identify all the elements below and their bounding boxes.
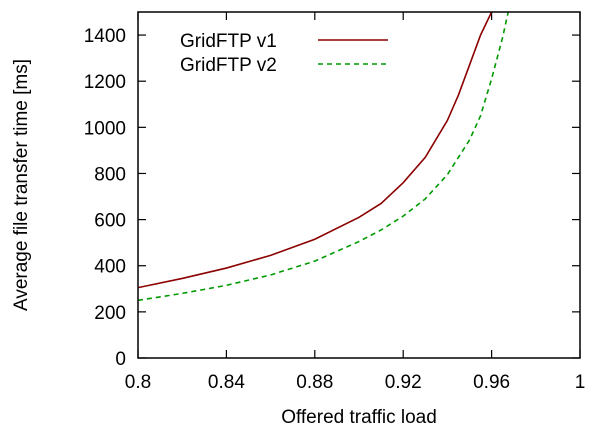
- x-tick-label: 0.88: [296, 372, 333, 393]
- plot-area-frame: [137, 11, 581, 359]
- y-tick-label: 800: [94, 164, 126, 185]
- y-tick-label: 1000: [84, 118, 126, 139]
- y-tick-label: 1200: [84, 72, 126, 93]
- y-tick-label: 600: [94, 211, 126, 232]
- legend-entry-label: GridFTP v1: [180, 31, 277, 52]
- x-tick-label: 0.8: [125, 372, 151, 393]
- x-tick-label: 0.96: [473, 372, 510, 393]
- y-axis-label: Average file transfer time [ms]: [11, 59, 32, 311]
- series-line-2: [138, 12, 509, 302]
- y-tick-label: 200: [94, 303, 126, 324]
- legend: GridFTP v1 GridFTP v2: [180, 31, 388, 76]
- x-tick-label: 1: [575, 372, 586, 393]
- series-line-1: [138, 12, 493, 289]
- x-tick-label: 0.84: [208, 372, 245, 393]
- y-tick-label: 0: [115, 349, 126, 370]
- x-axis-ticks: 0.8 0.84 0.88 0.92 0.96 1: [125, 12, 586, 393]
- legend-entry-label: GridFTP v2: [180, 55, 277, 76]
- x-axis-label: Offered traffic load: [281, 407, 437, 428]
- x-tick-label: 0.92: [385, 372, 422, 393]
- y-axis-ticks: 0 200 400 600 800 1000 1200 1400: [84, 26, 580, 370]
- y-tick-label: 400: [94, 257, 126, 278]
- y-tick-label: 1400: [84, 26, 126, 47]
- series-layer: [138, 12, 509, 302]
